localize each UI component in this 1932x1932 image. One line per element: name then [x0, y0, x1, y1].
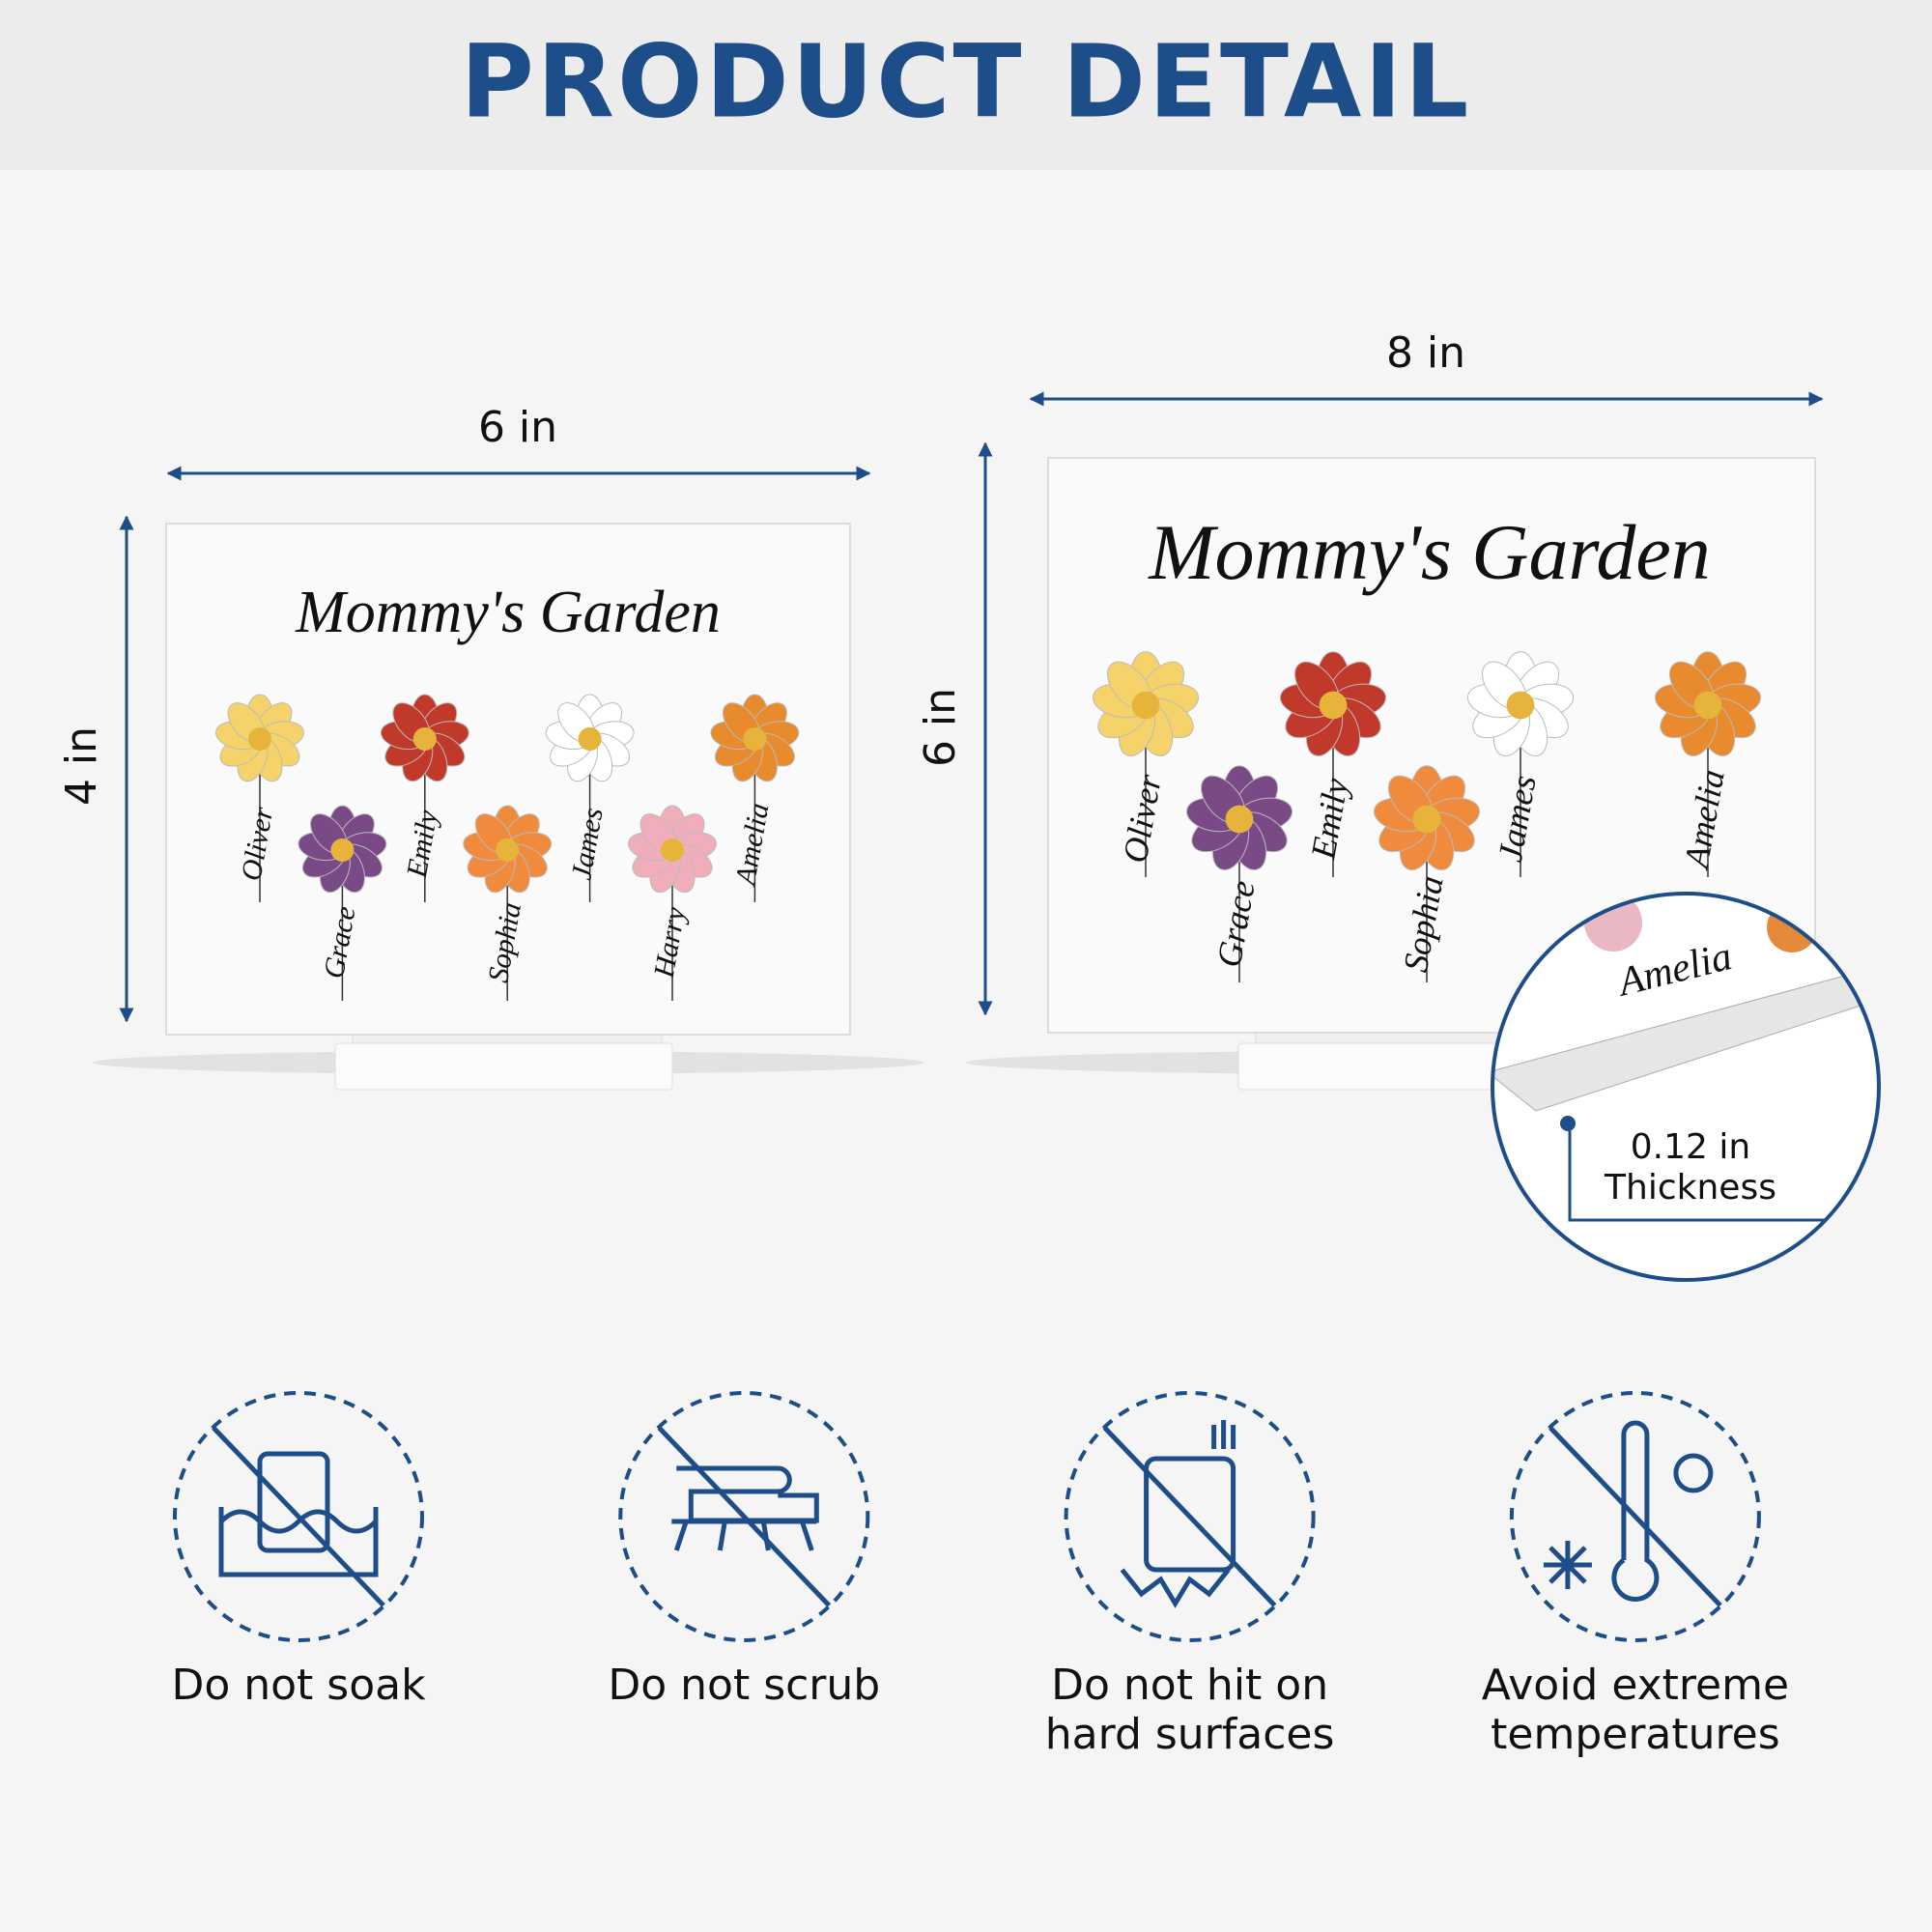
flower-center: [1319, 691, 1348, 720]
icon-slash: [212, 1426, 385, 1607]
zoom-circle: [1492, 894, 1879, 1280]
header-band: [0, 0, 1932, 170]
care-label: Do not soak: [171, 1661, 426, 1710]
flower-center: [248, 727, 271, 751]
plaque: [165, 523, 851, 1036]
height-label: 4 in: [57, 726, 106, 806]
flower-center: [1693, 691, 1722, 720]
thickness-value: 0.12 in: [1631, 1127, 1750, 1167]
icon: [1120, 1420, 1236, 1608]
flower-center: [330, 838, 355, 862]
care-label: Do not scrub: [608, 1661, 880, 1710]
flower-center: [743, 727, 767, 751]
flower-center: [661, 838, 684, 862]
care-item: Do not scrub: [608, 1391, 880, 1710]
icon: [1144, 1456, 1236, 1573]
plaque-title: Mommy's Garden: [1148, 508, 1711, 596]
icon: [1673, 1453, 1714, 1493]
icon: [218, 1507, 379, 1577]
icon: [671, 1465, 819, 1551]
zoom-border: [1491, 892, 1881, 1282]
icon: [257, 1451, 330, 1553]
flower-center: [1131, 691, 1160, 720]
icon: [1611, 1420, 1660, 1602]
edge: [1492, 975, 1879, 1112]
icon: [1543, 1541, 1592, 1589]
flower-center: [496, 838, 520, 862]
icon-circle: [173, 1391, 424, 1642]
icon-slash: [1548, 1426, 1722, 1607]
icon-circle: [618, 1391, 870, 1642]
dot: [1560, 1116, 1576, 1131]
care-label: temperatures: [1491, 1710, 1780, 1759]
leader: [1568, 1123, 1879, 1222]
stand: [334, 1042, 673, 1091]
care-label: Do not hit on: [1051, 1661, 1328, 1710]
plaque-title: Mommy's Garden: [295, 580, 721, 645]
width-label: 8 in: [1386, 328, 1465, 378]
icon-circle: [1509, 1391, 1761, 1642]
care-icons: Do not soak Do not scrub Do not hit onhard…: [171, 1391, 1789, 1759]
height-label: 6 in: [916, 688, 965, 767]
plaque-content: Mommy's GardenOliverGraceEmilySophiaJame…: [1092, 508, 1762, 982]
flower-center: [412, 727, 437, 751]
page-title: PRODUCT DETAIL: [461, 22, 1472, 140]
care-label: hard surfaces: [1045, 1710, 1335, 1759]
icon-slash: [657, 1426, 832, 1607]
thickness-label: Thickness: [1604, 1168, 1776, 1208]
width-label: 6 in: [478, 403, 557, 452]
icon-circle: [1064, 1391, 1316, 1642]
care-label: Avoid extreme: [1482, 1661, 1789, 1710]
flower-center: [1506, 691, 1535, 720]
icon-slash: [1102, 1426, 1277, 1607]
flower-center: [1412, 805, 1441, 834]
flower-center: [1225, 805, 1254, 834]
flower-center: [578, 727, 602, 751]
stand: [1237, 1042, 1529, 1091]
care-item: Do not soak: [171, 1391, 426, 1710]
